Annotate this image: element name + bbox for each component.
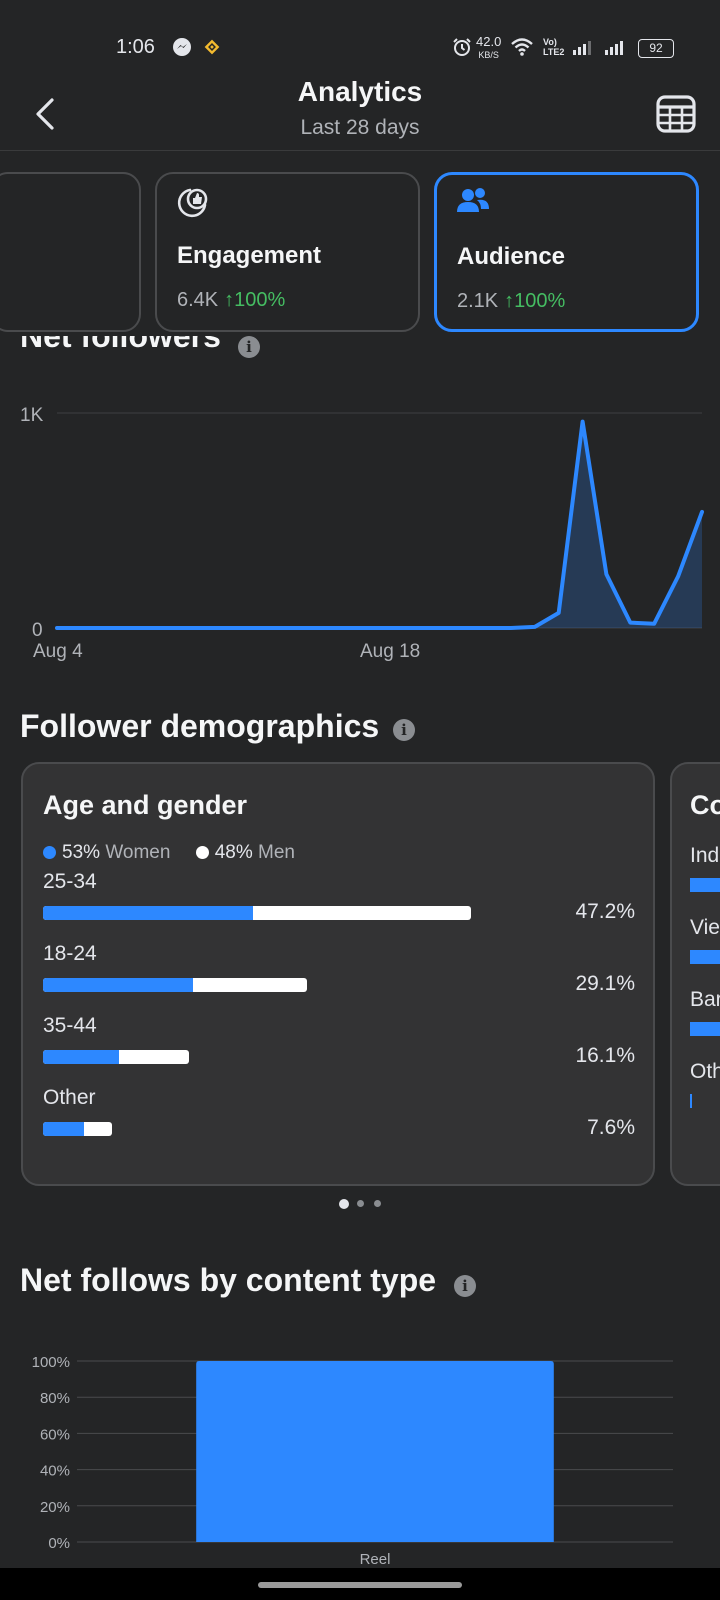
card-title: Audience (457, 243, 566, 270)
messenger-icon (172, 37, 192, 62)
y-tick-label: 80% (40, 1390, 70, 1407)
section-title: Follower demographics (20, 708, 380, 744)
net-followers-header: Net followers i (0, 336, 720, 376)
volte-indicator: Vo) LTE2 (543, 37, 564, 57)
date-range[interactable]: Last 28 days (300, 116, 420, 139)
back-button[interactable] (22, 90, 70, 138)
men-label: Men (258, 842, 295, 863)
card-title: Co (690, 790, 720, 820)
engagement-icon (175, 184, 211, 225)
age-bar (43, 1122, 112, 1136)
card-title: Engagement (177, 242, 322, 269)
status-time: 1:06 (116, 36, 155, 58)
net-speed-unit: KB/S (478, 50, 499, 60)
country-bar (690, 1022, 720, 1036)
card-value-number: 6.4K (177, 289, 219, 311)
age-bar (43, 906, 471, 920)
country-label: Bar (690, 988, 720, 1011)
country-label: Ind (690, 844, 720, 867)
age-range-pct: 29.1% (575, 972, 635, 995)
binance-icon (202, 37, 222, 62)
info-icon[interactable]: i (454, 1275, 476, 1297)
x-tick-label: Reel (360, 1551, 391, 1568)
card-title: Age and gender (43, 790, 248, 820)
signal-icon-2 (604, 37, 626, 62)
gender-legend: 53% Women 48% Men (43, 842, 295, 864)
info-icon[interactable]: i (393, 719, 415, 741)
wifi-icon (510, 37, 534, 62)
signal-icon (572, 37, 594, 62)
series-area (57, 421, 702, 628)
country-bar (690, 950, 720, 964)
age-bar (43, 1050, 189, 1064)
home-gesture-handle[interactable] (258, 1582, 462, 1588)
age-range-label: 25-34 (43, 870, 97, 893)
age-range-label: 18-24 (43, 942, 97, 965)
volte-line2: LTE2 (543, 47, 565, 57)
country-bar (690, 1094, 692, 1108)
series-line (55, 419, 704, 630)
age-bar-women (43, 1050, 119, 1064)
y-tick-label: 0% (48, 1535, 70, 1552)
calendar-button[interactable] (654, 92, 702, 140)
metric-card-previous[interactable] (0, 172, 141, 332)
bar (196, 1361, 554, 1542)
section-title: Net follows by content type (20, 1262, 437, 1298)
alarm-icon (452, 37, 472, 62)
age-range-label: 35-44 (43, 1014, 97, 1037)
age-bar-women (43, 978, 194, 992)
age-gender-card[interactable]: Age and gender 53% Women 48% Men 25-34 47… (21, 762, 655, 1186)
header-divider (0, 150, 720, 151)
age-bar-women (43, 1122, 84, 1136)
age-range-pct: 47.2% (575, 900, 635, 923)
metric-card-audience[interactable]: Audience 2.1K ↑100% (434, 172, 699, 332)
pager-dot[interactable] (374, 1200, 381, 1207)
card-value: 2.1K ↑100% (457, 290, 565, 313)
card-change: ↑100% (504, 290, 566, 312)
y-tick-label: 20% (40, 1499, 70, 1516)
age-bar-women (43, 906, 253, 920)
men-dot (195, 846, 209, 859)
country-label: Oth (690, 1060, 720, 1083)
men-pct: 48% (214, 842, 253, 863)
page-title: Analytics (297, 76, 423, 107)
net-speed: 42.0 KB/S (476, 34, 502, 61)
card-value-number: 2.1K (457, 290, 499, 312)
audience-icon (455, 185, 491, 226)
chevron-left-icon (36, 98, 54, 130)
women-label: Women (105, 842, 171, 863)
net-speed-value: 42.0 (476, 34, 502, 49)
y-tick-label: 100% (32, 1354, 70, 1371)
section-title: Net followers (20, 336, 221, 354)
age-bar (43, 978, 307, 992)
content-type-chart: 100% 80% 60% 40% 20% 0% Reel (32, 1354, 673, 1568)
battery-icon: 92 (638, 39, 674, 58)
x-tick-label: Aug 18 (360, 641, 420, 662)
metric-card-engagement[interactable]: Engagement 6.4K ↑100% (155, 172, 420, 332)
calendar-icon (656, 95, 696, 133)
y-tick-label: 0 (32, 620, 43, 641)
card-value: 6.4K ↑100% (177, 289, 285, 312)
country-bar (690, 878, 720, 892)
age-range-pct: 16.1% (575, 1044, 635, 1067)
country-label: Vie (690, 916, 720, 939)
x-tick-label: Aug 4 (33, 641, 83, 662)
women-dot (43, 846, 56, 859)
age-range-pct: 7.6% (587, 1116, 635, 1139)
volte-line1: Vo) (543, 37, 557, 47)
y-tick-label: 60% (40, 1426, 70, 1443)
women-pct: 53% (62, 842, 101, 863)
pager-dot[interactable] (357, 1200, 364, 1207)
card-change: ↑100% (224, 289, 286, 311)
country-card[interactable]: Co Ind Vie Bar Oth (670, 762, 720, 1186)
y-tick-label: 40% (40, 1463, 70, 1480)
pager-dot-active[interactable] (339, 1199, 349, 1209)
age-range-label: Other (43, 1086, 96, 1109)
y-tick-label: 1K (20, 405, 44, 426)
info-icon[interactable]: i (238, 336, 260, 358)
